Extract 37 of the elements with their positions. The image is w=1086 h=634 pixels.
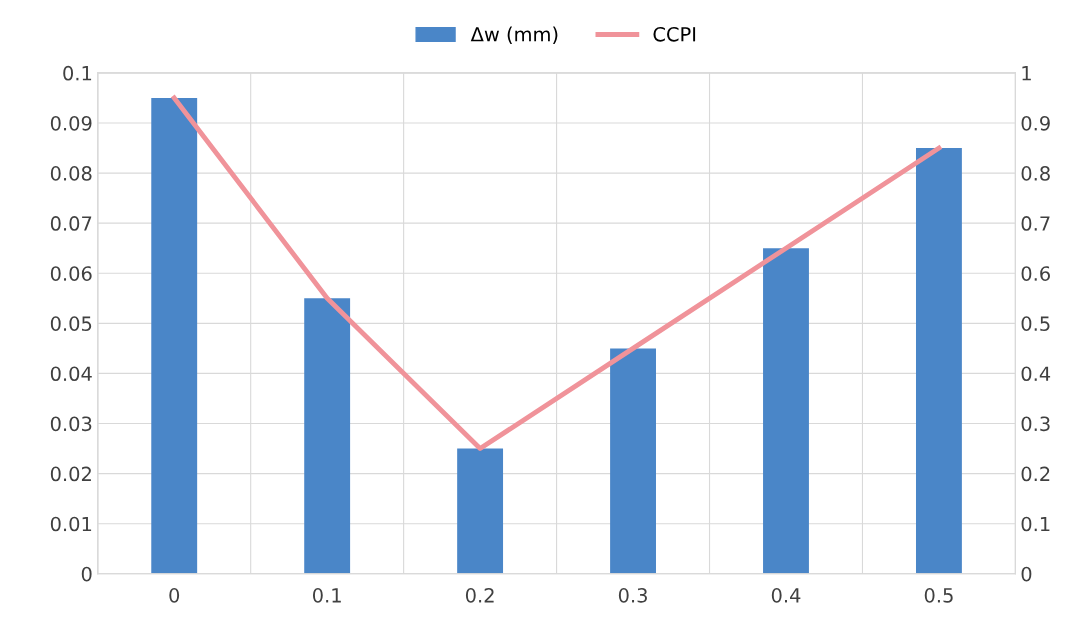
x-tick-label: 0: [169, 588, 180, 603]
x-tick-label: 0.5: [924, 588, 953, 603]
y-tick-label: 0.07: [50, 216, 92, 231]
y2-tick-label: 0.7: [1021, 216, 1050, 231]
y-tick-label: 0.05: [50, 316, 92, 331]
bar: [916, 148, 962, 574]
y2-tick-label: 0.4: [1021, 366, 1051, 382]
y-tick-label: 0.06: [50, 266, 92, 281]
line-series: [171, 95, 942, 451]
y2-tick-label: 0: [1021, 566, 1032, 582]
y2-tick-label: 0.2: [1021, 466, 1050, 482]
y-tick-label: 0.02: [50, 466, 91, 482]
legend-label: Δw (mm): [470, 26, 558, 44]
x-tick-label: 0.2: [465, 588, 494, 603]
y2-tick-label: 0.8: [1021, 166, 1050, 181]
y-tick-label: 0: [81, 566, 92, 582]
bar: [457, 448, 504, 574]
y2-tick-label: 0.6: [1021, 266, 1050, 281]
bar: [151, 97, 198, 574]
bar: [763, 248, 809, 574]
y-tick-label: 0.04: [50, 366, 92, 382]
bar: [610, 348, 656, 574]
y2-tick-label: 1: [1022, 66, 1031, 81]
x-tick-label: 0.4: [771, 588, 801, 603]
legend-label: CCPI: [653, 26, 696, 42]
y-tick-label: 0.03: [50, 416, 92, 432]
x-tick-label: 0.3: [618, 588, 647, 603]
y2-tick-label: 0.5: [1021, 316, 1050, 331]
y-tick-label: 0.09: [50, 115, 92, 131]
bar: [304, 298, 351, 574]
y-tick-label: 0.01: [50, 516, 92, 532]
y2-tick-label: 0.9: [1021, 115, 1050, 131]
y2-tick-label: 0.3: [1021, 416, 1050, 432]
y-tick-label: 0.1: [63, 65, 92, 81]
y-tick-label: 0.08: [50, 166, 92, 181]
y2-tick-label: 0.1: [1021, 516, 1050, 532]
x-tick-label: 0.1: [312, 588, 341, 603]
